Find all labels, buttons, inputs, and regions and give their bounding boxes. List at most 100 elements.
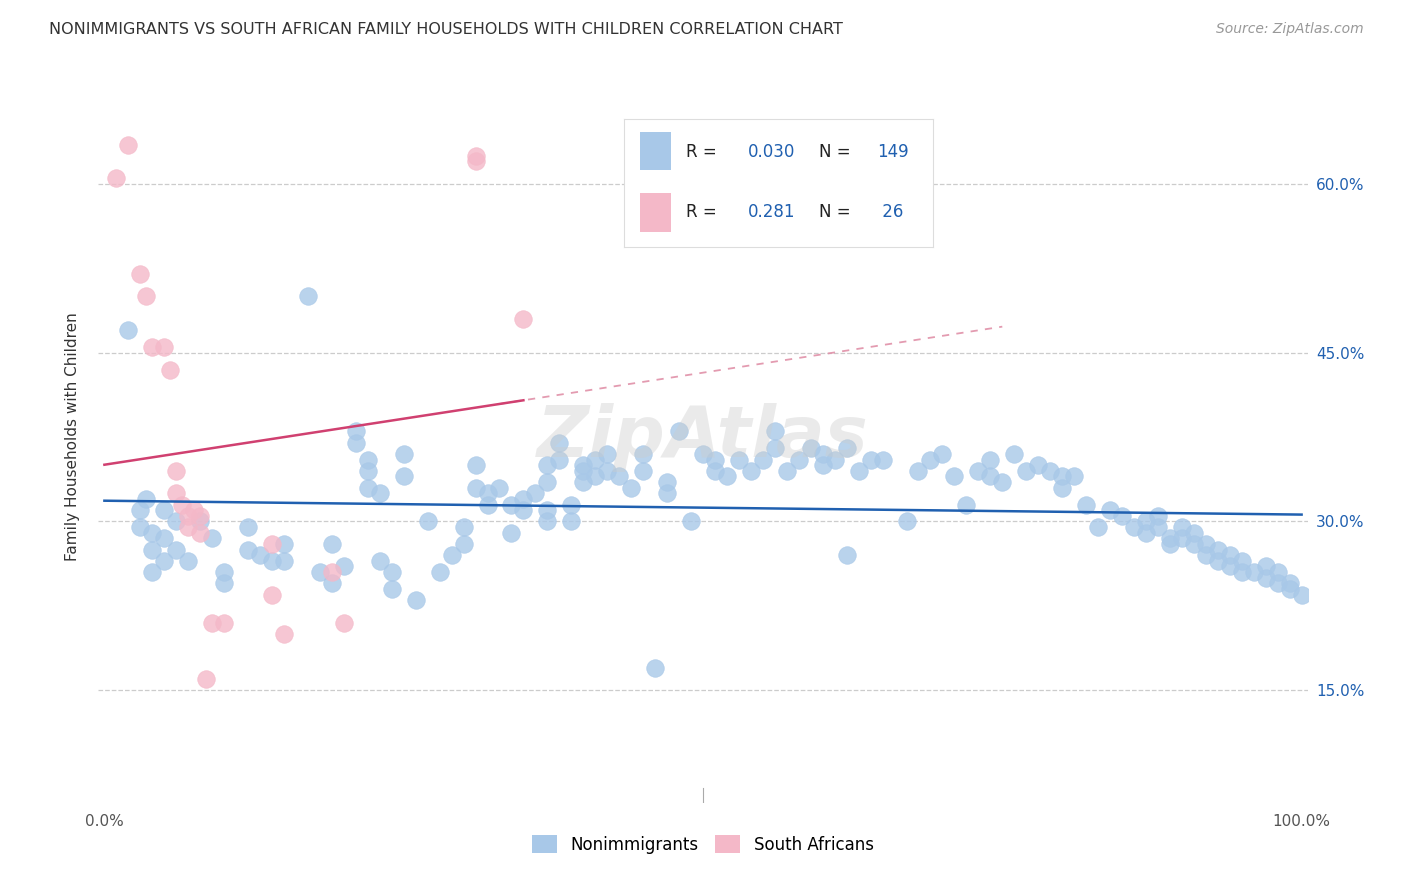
Point	[1147, 508, 1170, 523]
Point	[392, 447, 415, 461]
Point	[716, 469, 738, 483]
Point	[273, 537, 295, 551]
Point	[787, 452, 810, 467]
Text: Source: ZipAtlas.com: Source: ZipAtlas.com	[1216, 22, 1364, 37]
Point	[1015, 464, 1038, 478]
Point	[560, 515, 582, 529]
Point	[201, 615, 224, 630]
Point	[1206, 542, 1229, 557]
Point	[1219, 548, 1241, 562]
Point	[1135, 525, 1157, 540]
Point	[763, 425, 786, 439]
Point	[1074, 498, 1097, 512]
Point	[943, 469, 966, 483]
Point	[188, 515, 211, 529]
Point	[249, 548, 271, 562]
Point	[129, 503, 152, 517]
Point	[165, 542, 187, 557]
Point	[931, 447, 953, 461]
Point	[260, 537, 283, 551]
Point	[536, 503, 558, 517]
Point	[1230, 565, 1253, 579]
Point	[835, 442, 858, 456]
Point	[979, 469, 1001, 483]
Point	[392, 469, 415, 483]
Point	[236, 520, 259, 534]
Point	[357, 452, 380, 467]
Point	[835, 548, 858, 562]
Point	[1050, 481, 1073, 495]
Point	[668, 425, 690, 439]
Point	[321, 576, 343, 591]
Point	[1267, 576, 1289, 591]
Point	[141, 542, 163, 557]
Point	[536, 458, 558, 473]
Point	[177, 554, 200, 568]
Point	[1050, 469, 1073, 483]
Point	[172, 498, 194, 512]
Point	[1243, 565, 1265, 579]
Point	[752, 452, 775, 467]
Legend: Nonimmigrants, South Africans: Nonimmigrants, South Africans	[526, 829, 880, 860]
Point	[135, 491, 157, 506]
Point	[1195, 537, 1218, 551]
Point	[260, 588, 283, 602]
Point	[512, 503, 534, 517]
Point	[1147, 520, 1170, 534]
Point	[177, 508, 200, 523]
Point	[212, 565, 235, 579]
Point	[453, 520, 475, 534]
Point	[141, 565, 163, 579]
Point	[655, 475, 678, 489]
Point	[631, 464, 654, 478]
Point	[872, 452, 894, 467]
Point	[1002, 447, 1025, 461]
Point	[212, 615, 235, 630]
Point	[763, 442, 786, 456]
Point	[607, 469, 630, 483]
Point	[679, 515, 702, 529]
Point	[159, 362, 181, 376]
Text: NONIMMIGRANTS VS SOUTH AFRICAN FAMILY HOUSEHOLDS WITH CHILDREN CORRELATION CHART: NONIMMIGRANTS VS SOUTH AFRICAN FAMILY HO…	[49, 22, 844, 37]
Point	[135, 289, 157, 303]
Point	[477, 486, 499, 500]
Point	[1291, 588, 1313, 602]
Point	[188, 508, 211, 523]
Point	[1159, 537, 1181, 551]
Point	[183, 503, 205, 517]
Point	[512, 312, 534, 326]
Point	[188, 525, 211, 540]
Point	[704, 452, 727, 467]
Point	[583, 469, 606, 483]
Point	[165, 515, 187, 529]
Point	[1039, 464, 1062, 478]
Point	[1182, 537, 1205, 551]
Point	[1123, 520, 1146, 534]
Point	[1278, 582, 1301, 596]
Point	[440, 548, 463, 562]
Point	[955, 498, 977, 512]
Point	[464, 154, 486, 169]
Point	[273, 554, 295, 568]
Point	[464, 149, 486, 163]
Point	[105, 171, 128, 186]
Point	[153, 340, 176, 354]
Point	[596, 447, 619, 461]
Point	[1195, 548, 1218, 562]
Point	[1063, 469, 1085, 483]
Point	[177, 520, 200, 534]
Point	[991, 475, 1014, 489]
Point	[1267, 565, 1289, 579]
Point	[512, 491, 534, 506]
Point	[260, 554, 283, 568]
Point	[572, 458, 595, 473]
Point	[321, 565, 343, 579]
Point	[704, 464, 727, 478]
Point	[201, 532, 224, 546]
Point	[464, 481, 486, 495]
Point	[416, 515, 439, 529]
Point	[967, 464, 990, 478]
Point	[583, 452, 606, 467]
Point	[811, 447, 834, 461]
Point	[728, 452, 751, 467]
